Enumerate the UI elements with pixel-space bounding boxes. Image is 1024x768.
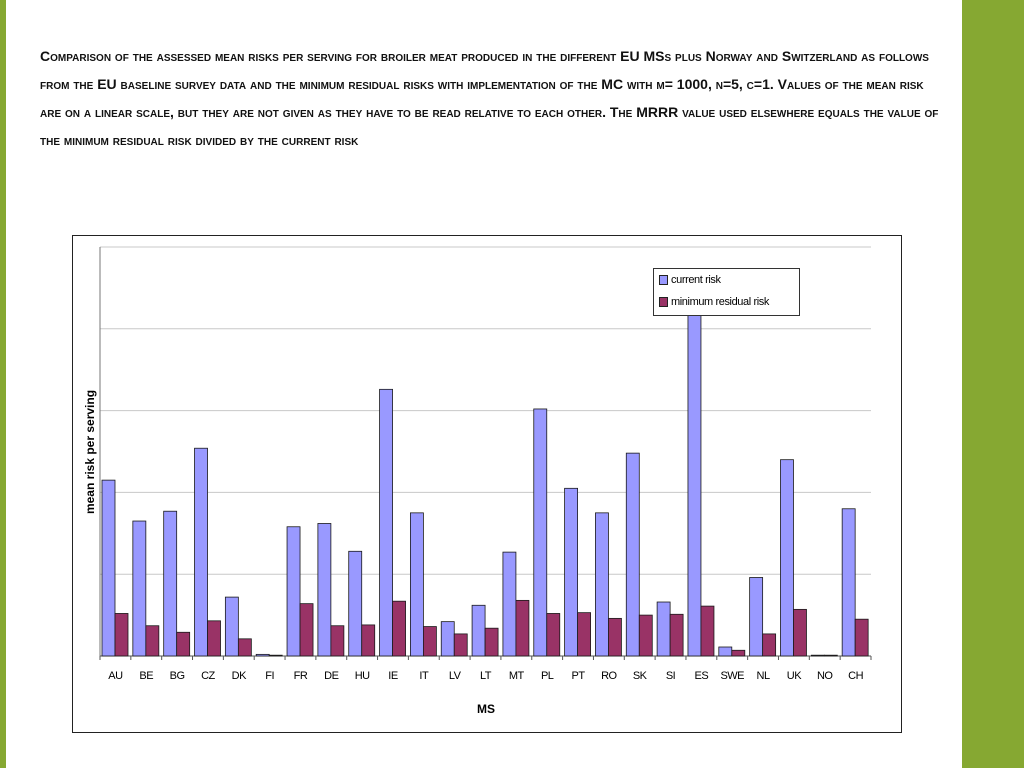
bar-current-risk bbox=[471, 604, 486, 657]
x-tick-label: RO bbox=[601, 670, 617, 682]
x-axis-label: MS bbox=[477, 702, 495, 716]
bar-minimum-residual-risk bbox=[546, 613, 561, 657]
bar-minimum-residual-risk bbox=[268, 654, 283, 657]
bar-minimum-residual-risk bbox=[484, 627, 499, 657]
bar-minimum-residual-risk bbox=[700, 605, 715, 657]
x-tick-label: BG bbox=[170, 670, 185, 682]
x-tick-label: FR bbox=[294, 670, 308, 682]
legend-swatch-residual bbox=[659, 297, 668, 307]
x-tick-label: CZ bbox=[201, 670, 215, 682]
bar-current-risk bbox=[780, 459, 794, 657]
bar-current-risk bbox=[687, 310, 702, 657]
bar-current-risk bbox=[841, 508, 856, 657]
legend-swatch-current bbox=[659, 275, 668, 285]
legend-label-current: current risk bbox=[671, 274, 721, 286]
bar-current-risk bbox=[255, 653, 270, 657]
x-tick-label: ES bbox=[695, 670, 709, 682]
bar-current-risk bbox=[502, 551, 517, 657]
bar-current-risk bbox=[810, 654, 825, 657]
x-tick-label: IE bbox=[388, 670, 398, 682]
x-tick-label: LV bbox=[449, 670, 462, 682]
bar-current-risk bbox=[163, 510, 178, 657]
bar-current-risk bbox=[718, 646, 733, 657]
x-tick-label: SI bbox=[666, 670, 676, 682]
x-tick-label: HU bbox=[355, 670, 370, 682]
bar-minimum-residual-risk bbox=[854, 618, 869, 657]
x-tick-label: PL bbox=[541, 670, 554, 682]
bar-current-risk bbox=[409, 512, 424, 657]
x-tick-label: FI bbox=[265, 670, 274, 682]
legend-label-residual: minimum residual risk bbox=[671, 296, 769, 308]
bar-current-risk bbox=[317, 523, 332, 657]
bar-minimum-residual-risk bbox=[669, 613, 684, 657]
x-tick-label: LT bbox=[480, 670, 492, 682]
bar-current-risk bbox=[749, 577, 764, 657]
bar-minimum-residual-risk bbox=[299, 603, 314, 657]
bar-current-risk bbox=[440, 621, 455, 657]
bar-minimum-residual-risk bbox=[237, 638, 252, 657]
bar-current-risk bbox=[379, 388, 393, 657]
x-tick-label: UK bbox=[787, 670, 802, 682]
bar-minimum-residual-risk bbox=[823, 654, 838, 657]
x-tick-label: BE bbox=[139, 670, 153, 682]
bar-minimum-residual-risk bbox=[638, 614, 653, 657]
bar-minimum-residual-risk bbox=[793, 608, 807, 657]
bar-minimum-residual-risk bbox=[330, 625, 345, 657]
bar-minimum-residual-risk bbox=[361, 624, 376, 657]
x-tick-label: SWE bbox=[720, 670, 744, 682]
bar-minimum-residual-risk bbox=[114, 613, 129, 657]
bar-minimum-residual-risk bbox=[392, 600, 406, 657]
bar-minimum-residual-risk bbox=[453, 633, 468, 657]
right-accent-bar bbox=[962, 0, 1024, 768]
bar-minimum-residual-risk bbox=[515, 599, 530, 657]
chart-legend: current risk minimum residual risk bbox=[653, 268, 800, 316]
bar-minimum-residual-risk bbox=[422, 626, 437, 657]
bar-minimum-residual-risk bbox=[762, 633, 777, 657]
legend-item-current: current risk bbox=[659, 274, 721, 286]
bar-current-risk bbox=[101, 479, 116, 657]
bar-current-risk bbox=[625, 452, 640, 657]
bar-minimum-residual-risk bbox=[176, 631, 191, 657]
left-accent-bar bbox=[0, 0, 6, 768]
bar-current-risk bbox=[224, 596, 239, 657]
bar-current-risk bbox=[194, 447, 208, 657]
x-tick-label: DE bbox=[324, 670, 338, 682]
x-tick-label: CH bbox=[848, 670, 863, 682]
bar-current-risk bbox=[656, 601, 671, 657]
x-tick-label: NO bbox=[817, 670, 833, 682]
x-tick-label: AU bbox=[108, 670, 123, 682]
bar-current-risk bbox=[595, 512, 609, 657]
x-tick-label: NL bbox=[757, 670, 770, 682]
y-axis-label: mean risk per serving bbox=[83, 389, 97, 515]
bar-minimum-residual-risk bbox=[608, 617, 622, 657]
bar-minimum-residual-risk bbox=[145, 625, 160, 657]
bar-current-risk bbox=[348, 550, 363, 657]
bar-minimum-residual-risk bbox=[731, 649, 746, 657]
bar-current-risk bbox=[132, 520, 147, 657]
slide-title: Comparison of the assessed mean risks pe… bbox=[40, 48, 939, 148]
legend-item-residual: minimum residual risk bbox=[659, 296, 769, 308]
bar-current-risk bbox=[564, 487, 578, 657]
bar-current-risk bbox=[286, 526, 301, 657]
x-tick-label: DK bbox=[232, 670, 247, 682]
bar-minimum-residual-risk bbox=[577, 612, 591, 657]
x-tick-label: PT bbox=[571, 670, 585, 682]
x-tick-label: MT bbox=[509, 670, 525, 682]
x-tick-label: SK bbox=[633, 670, 648, 682]
bar-current-risk bbox=[533, 408, 548, 657]
bar-minimum-residual-risk bbox=[207, 620, 221, 657]
x-tick-label: IT bbox=[419, 670, 429, 682]
